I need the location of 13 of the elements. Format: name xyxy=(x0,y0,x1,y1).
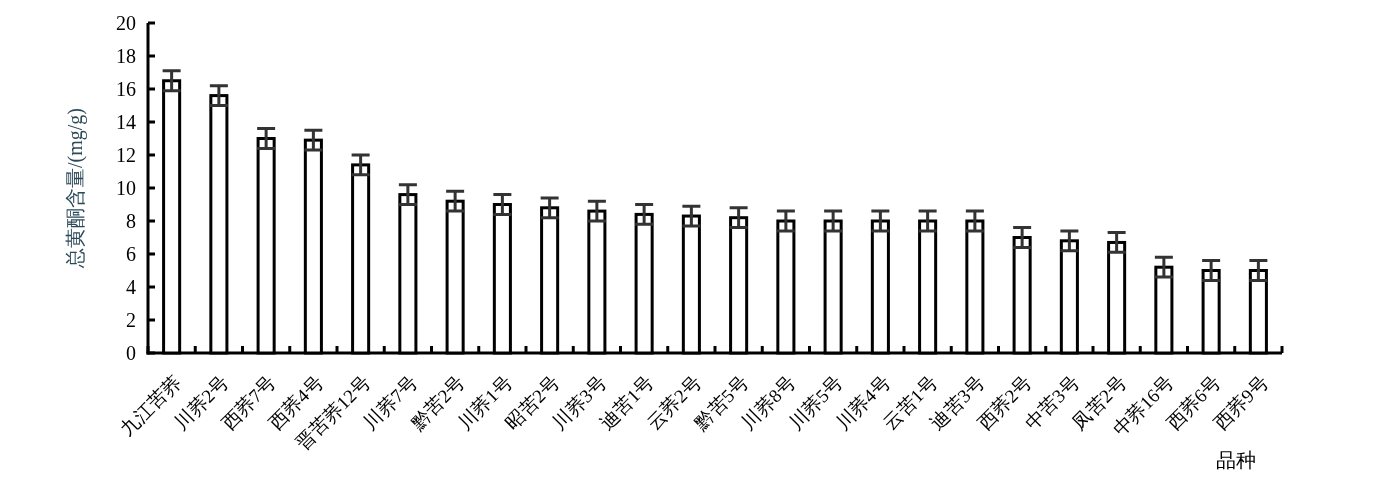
y-tick-label: 2 xyxy=(126,309,136,331)
x-axis-title: 品种 xyxy=(1216,449,1256,471)
y-tick-label: 14 xyxy=(116,111,136,133)
y-tick-label: 0 xyxy=(126,342,136,364)
y-tick-label: 16 xyxy=(116,78,136,100)
y-tick-label: 10 xyxy=(116,177,136,199)
y-tick-label: 20 xyxy=(116,12,136,34)
y-tick-label: 4 xyxy=(126,276,136,298)
y-tick-label: 12 xyxy=(116,144,136,166)
y-tick-label: 6 xyxy=(126,243,136,265)
y-tick-label: 18 xyxy=(116,45,136,67)
y-axis-title: 总黄酮含量/(mg/g) xyxy=(64,108,87,269)
y-tick-label: 8 xyxy=(126,210,136,232)
